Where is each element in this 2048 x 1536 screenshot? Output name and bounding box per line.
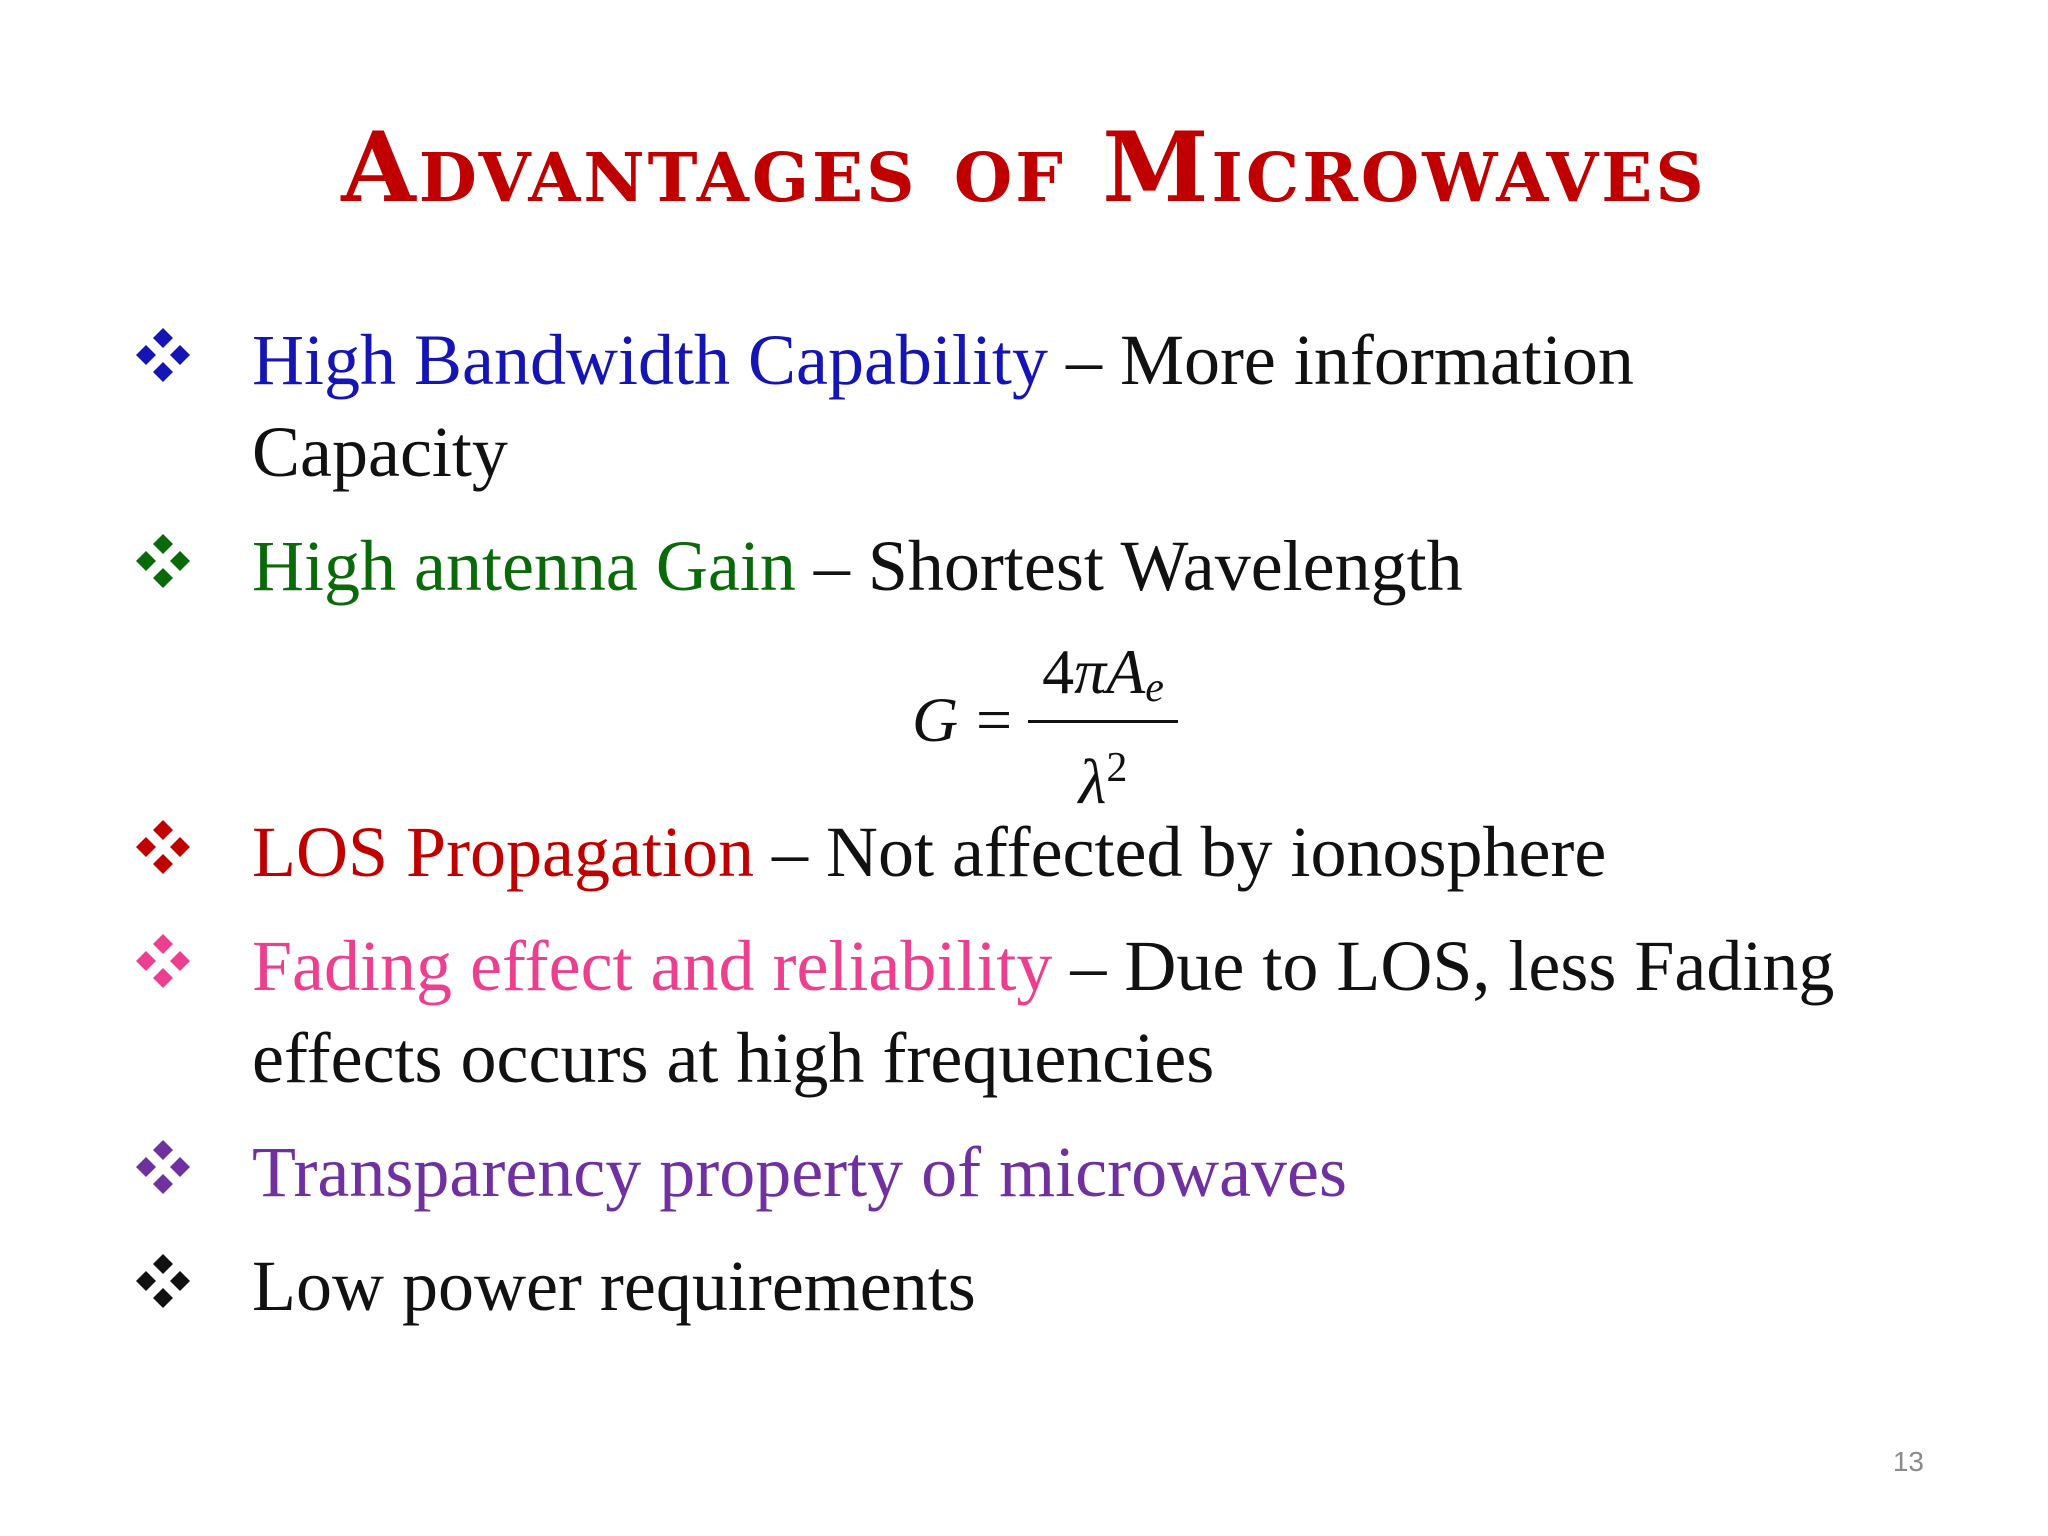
bullet-separator: – (1047, 320, 1120, 400)
slide-title: Advantages of Microwaves (341, 111, 1707, 224)
four-diamond-bullet-icon (130, 814, 196, 880)
formula-numerator-coefficient: 4 (1042, 636, 1075, 707)
formula-denominator-exponent: 2 (1106, 745, 1128, 791)
formula-equals: = (976, 684, 1013, 755)
bullet-description: More information (1119, 320, 1634, 400)
bullet-separator: – (795, 526, 868, 606)
bullet-heading: Transparency property of microwaves (252, 1132, 1348, 1212)
antenna-gain-formula: G = 4πAe λ2 (912, 640, 1178, 814)
page-number: 13 (1892, 1446, 1924, 1477)
four-diamond-bullet-icon (130, 1248, 196, 1314)
bullet-heading: Fading effect and reliability (252, 926, 1053, 1006)
formula-lhs: G (912, 684, 959, 755)
bullet-separator: – (753, 812, 826, 892)
formula-denominator-symbol: λ (1078, 746, 1107, 817)
formula-denominator: λ2 (1028, 736, 1178, 814)
bullet-description: Not affected by ionosphere (825, 812, 1607, 892)
bullet-text: Transparency property of microwaves (252, 1126, 1932, 1218)
bullet-description-continued: Capacity (252, 412, 508, 492)
bullet-text: LOS Propagation – Not affected by ionosp… (252, 806, 1932, 898)
four-diamond-bullet-icon (130, 322, 196, 388)
bullet-description-continued: effects occurs at high frequencies (252, 1018, 1215, 1098)
bullet-heading: Low power requirements (252, 1246, 976, 1326)
bullet-separator: – (1052, 926, 1125, 1006)
bullet-text: High Bandwidth Capability – More informa… (252, 314, 1932, 498)
four-diamond-bullet-icon (130, 928, 196, 994)
bullet-heading: LOS Propagation (252, 812, 754, 892)
bullet-heading: High Bandwidth Capability (252, 320, 1048, 400)
bullet-text: Fading effect and reliability – Due to L… (252, 920, 1932, 1104)
bullet-description: Due to LOS, less Fading (1124, 926, 1835, 1006)
formula-numerator-symbol: πA (1074, 636, 1146, 707)
bullet-heading: High antenna Gain (252, 526, 796, 606)
bullet-text: High antenna Gain – Shortest Wavelength (252, 520, 1932, 612)
formula-fraction-bar (1028, 720, 1178, 723)
bullet-description: Shortest Wavelength (867, 526, 1463, 606)
four-diamond-bullet-icon (130, 528, 196, 594)
four-diamond-bullet-icon (130, 1134, 196, 1200)
bullet-text: Low power requirements (252, 1240, 1932, 1332)
formula-numerator: 4πAe (1028, 640, 1178, 720)
formula-numerator-subscript: e (1145, 665, 1164, 711)
